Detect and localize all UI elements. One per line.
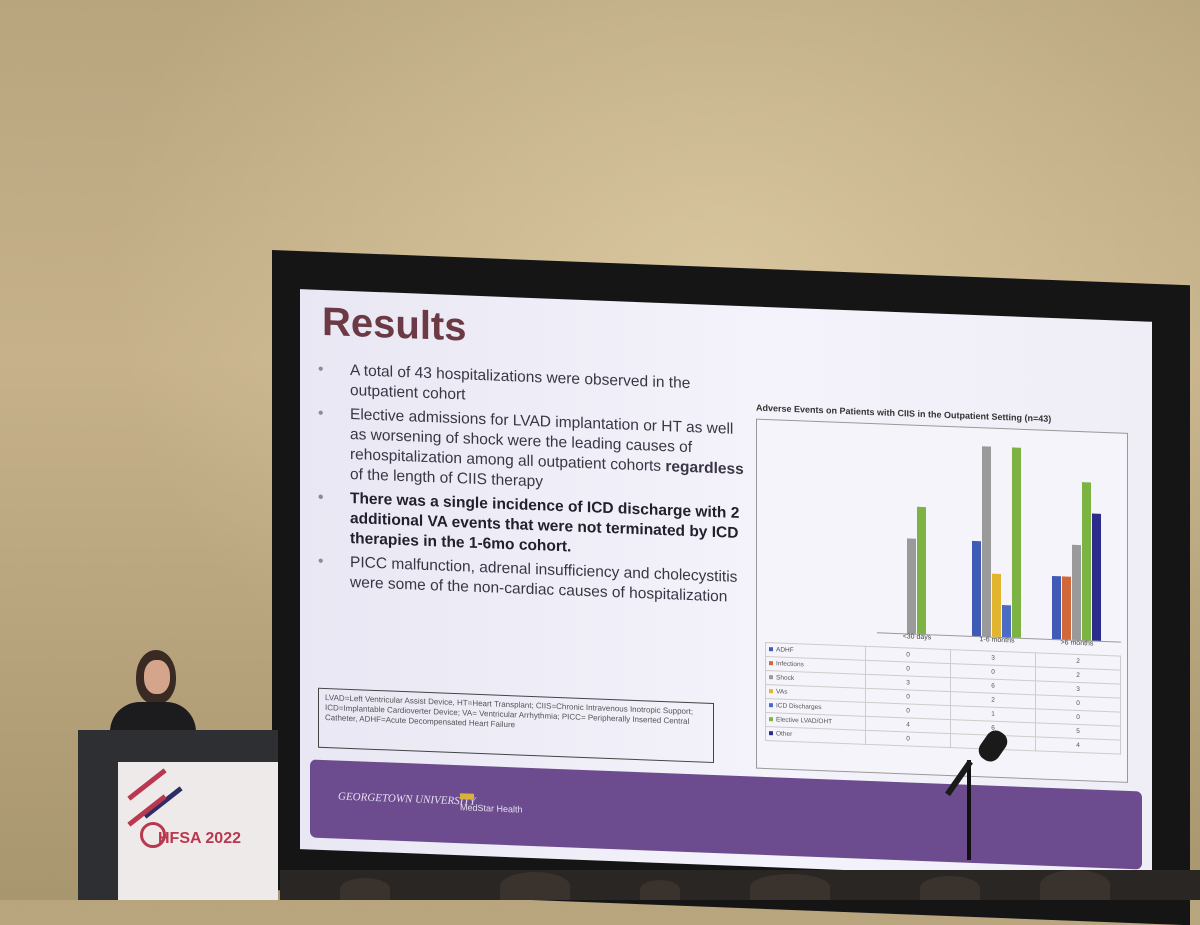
legend-swatch (769, 717, 773, 722)
chart-bar (1062, 576, 1071, 640)
data-value: 4 (1035, 736, 1121, 755)
speaker-face (144, 660, 170, 694)
audience-heads (280, 870, 1200, 900)
chart-bar (917, 507, 926, 635)
legend-swatch (769, 731, 773, 736)
hfsa-logo-icon (140, 822, 166, 848)
abbreviations-footnote: LVAD=Left Ventricular Assist Device, HT=… (318, 687, 714, 763)
chart-bar (1012, 447, 1021, 638)
presentation-slide: Results • A total of 43 hospitalizations … (300, 289, 1152, 882)
hfsa-logo-text: HFSA 2022 (158, 830, 241, 847)
chart-bar (982, 446, 991, 637)
projection-screen: Results • A total of 43 hospitalizations … (272, 250, 1190, 925)
data-table: ADHF 0 3 2 Infections 0 0 2 Shock 3 6 3 VAs 0 2 0 ICD Di… (765, 642, 1121, 755)
legend-swatch (769, 661, 773, 666)
x-axis-labels: <30 days 1-6 months >6 months (757, 420, 1127, 647)
chart-bar (1082, 481, 1091, 641)
slide-title: Results (322, 299, 467, 350)
legend-swatch (769, 647, 773, 652)
legend-swatch (769, 703, 773, 708)
chart-bar (1052, 575, 1061, 640)
bullet-item: • Elective admissions for LVAD implantati… (318, 404, 744, 491)
legend-swatch (769, 689, 773, 694)
plot-area (877, 432, 1121, 643)
microphone-stand (967, 760, 971, 860)
bullet-list: • A total of 43 hospitalizations were obs… (314, 360, 744, 613)
georgetown-logo: GEORGETOWN UNIVERSITY (338, 790, 476, 808)
legend-swatch (769, 675, 773, 680)
chart-bar (992, 573, 1001, 638)
chart-bar (1092, 513, 1101, 641)
data-value: 0 (865, 730, 951, 748)
chart-bar (1072, 544, 1081, 641)
chart-bar (1002, 605, 1011, 638)
chart-bar (972, 540, 981, 637)
series-label: Other (765, 726, 866, 745)
medstar-logo: MedStar Health (460, 791, 523, 815)
chart-bar (907, 538, 916, 634)
bullet-item: • There was a single incidence of ICD dis… (318, 488, 740, 556)
bar-chart: <30 days 1-6 months >6 months ADHF 0 3 2 Infec… (756, 418, 1128, 783)
